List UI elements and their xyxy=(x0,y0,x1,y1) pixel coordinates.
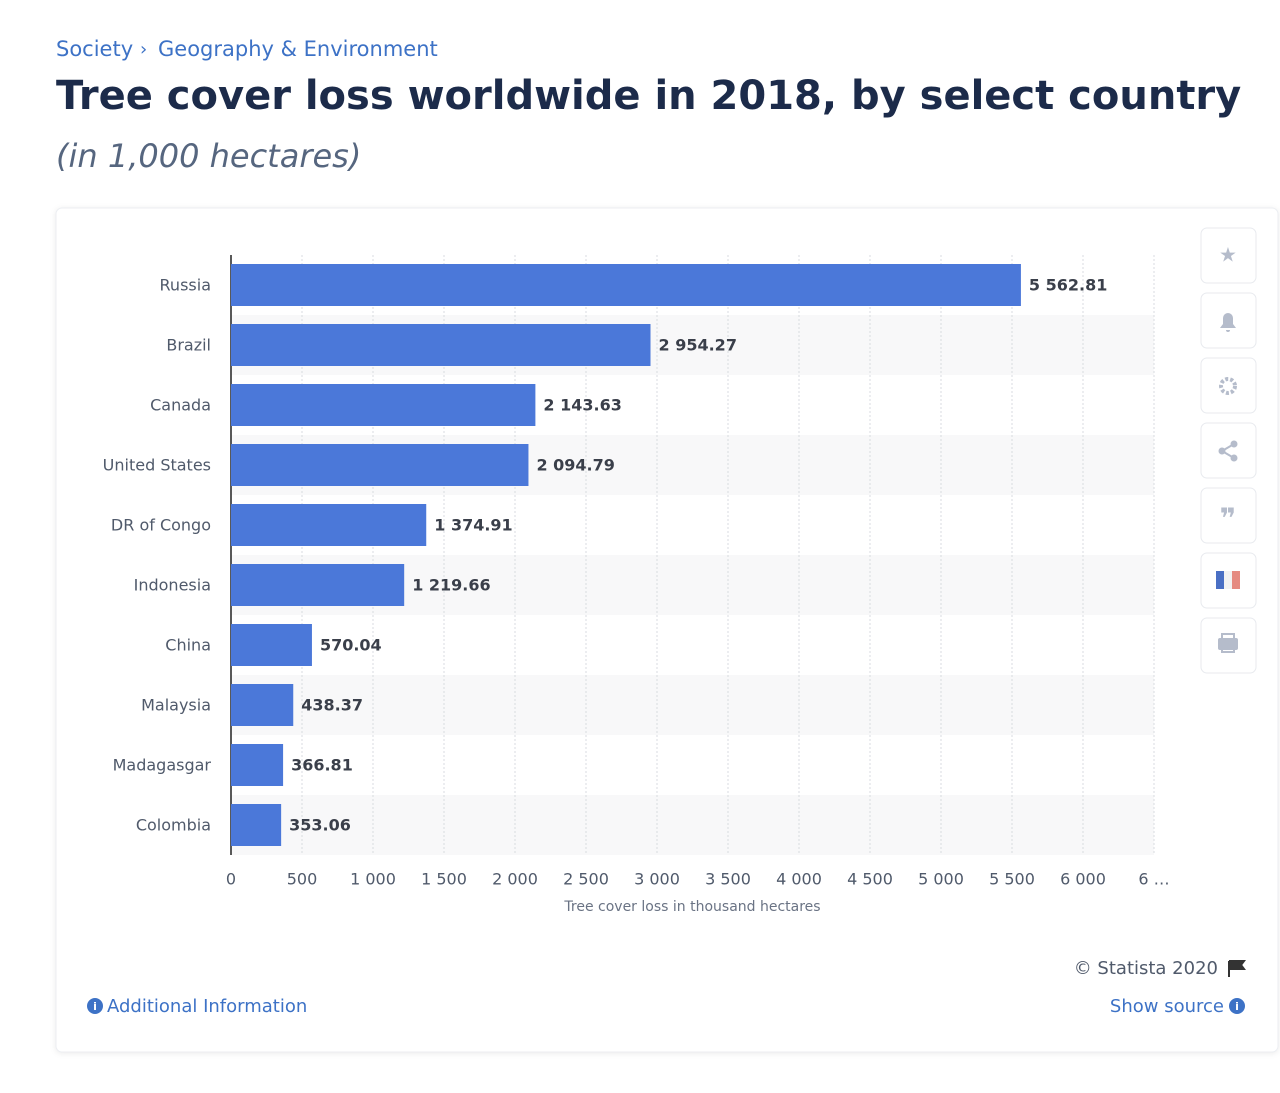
x-tick-label: 6 … xyxy=(1138,870,1169,889)
value-label: 5 562.81 xyxy=(1029,276,1107,295)
x-tick-label: 1 500 xyxy=(421,870,467,889)
bar xyxy=(231,804,282,846)
bar xyxy=(231,384,536,426)
bar xyxy=(231,684,294,726)
bar xyxy=(231,504,427,546)
value-label: 2 954.27 xyxy=(659,336,737,355)
x-tick-label: 4 000 xyxy=(776,870,822,889)
breadcrumb-link[interactable]: Society xyxy=(56,37,133,61)
x-tick-label: 1 000 xyxy=(350,870,396,889)
bar xyxy=(231,264,1021,306)
x-tick-label: 500 xyxy=(287,870,318,889)
value-label: 570.04 xyxy=(320,636,382,655)
plot: 0 500 1 000 1 500 2 000 2 500 3 000 3 500 4 000 4… xyxy=(103,255,1170,915)
quote-icon: ❞ xyxy=(1220,502,1236,535)
y-tick-label: Madagasgar xyxy=(113,756,212,775)
y-tick-label: Brazil xyxy=(166,336,211,355)
copyright: © Statista 2020 xyxy=(1074,958,1218,979)
share-icon xyxy=(1218,447,1226,455)
x-tick-label: 3 500 xyxy=(705,870,751,889)
y-tick-label: Malaysia xyxy=(141,696,211,715)
value-label: 2 143.63 xyxy=(543,396,621,415)
y-tick-label: China xyxy=(165,636,211,655)
y-tick-label: Indonesia xyxy=(134,576,211,595)
y-tick-label: DR of Congo xyxy=(111,516,211,535)
star-icon: ★ xyxy=(1219,243,1237,267)
toolbar: ★ ❞ xyxy=(1200,227,1257,674)
bar xyxy=(231,624,312,666)
x-tick-label: 6 000 xyxy=(1060,870,1106,889)
info-icon: i xyxy=(93,1000,97,1013)
x-tick-label: 5 000 xyxy=(918,870,964,889)
flag-icon xyxy=(1216,571,1224,589)
info-icon: i xyxy=(1235,1000,1239,1013)
gear-icon xyxy=(1219,377,1237,395)
y-tick-label: Russia xyxy=(160,276,211,295)
value-label: 1 219.66 xyxy=(412,576,490,595)
flag-icon xyxy=(1228,960,1246,977)
x-tick-label: 4 500 xyxy=(847,870,893,889)
bell-icon xyxy=(1220,313,1236,332)
bar xyxy=(231,324,651,366)
y-tick-label: Colombia xyxy=(136,816,211,835)
value-label: 1 374.91 xyxy=(434,516,512,535)
breadcrumb-separator: › xyxy=(140,39,147,60)
bar xyxy=(231,564,405,606)
x-tick-label: 0 xyxy=(226,870,236,889)
favorite-button[interactable] xyxy=(1200,227,1257,284)
x-tick-label: 2 500 xyxy=(563,870,609,889)
flag-icon xyxy=(1224,571,1232,589)
value-label: 366.81 xyxy=(291,756,353,775)
additional-info-link[interactable]: Additional Information xyxy=(107,996,307,1017)
share-button[interactable] xyxy=(1200,422,1257,479)
bar xyxy=(231,744,284,786)
flag-icon xyxy=(1232,571,1240,589)
y-tick-label: Canada xyxy=(150,396,211,415)
cite-button[interactable] xyxy=(1200,487,1257,544)
x-axis-title: Tree cover loss in thousand hectares xyxy=(563,899,820,915)
row-band xyxy=(231,675,1154,735)
chart-subtitle: (in 1,000 hectares) xyxy=(56,137,361,175)
share-icon xyxy=(1230,440,1238,448)
bar xyxy=(231,444,529,486)
breadcrumb-link[interactable]: Geography & Environment xyxy=(158,37,438,61)
settings-button[interactable] xyxy=(1200,357,1257,414)
value-label: 2 094.79 xyxy=(536,456,614,475)
info-icon xyxy=(1229,998,1245,1014)
row-band xyxy=(231,795,1154,855)
value-label: 353.06 xyxy=(289,816,351,835)
value-label: 438.37 xyxy=(301,696,363,715)
printer-icon xyxy=(1221,633,1235,653)
x-tick-label: 5 500 xyxy=(989,870,1035,889)
info-icon xyxy=(87,998,103,1014)
share-icon xyxy=(1230,454,1238,462)
x-tick-label: 3 000 xyxy=(634,870,680,889)
chart-title: Tree cover loss worldwide in 2018, by se… xyxy=(56,73,1241,119)
show-source-link[interactable]: Show source xyxy=(1110,996,1224,1017)
x-tick-label: 2 000 xyxy=(492,870,538,889)
y-tick-label: United States xyxy=(103,456,211,475)
